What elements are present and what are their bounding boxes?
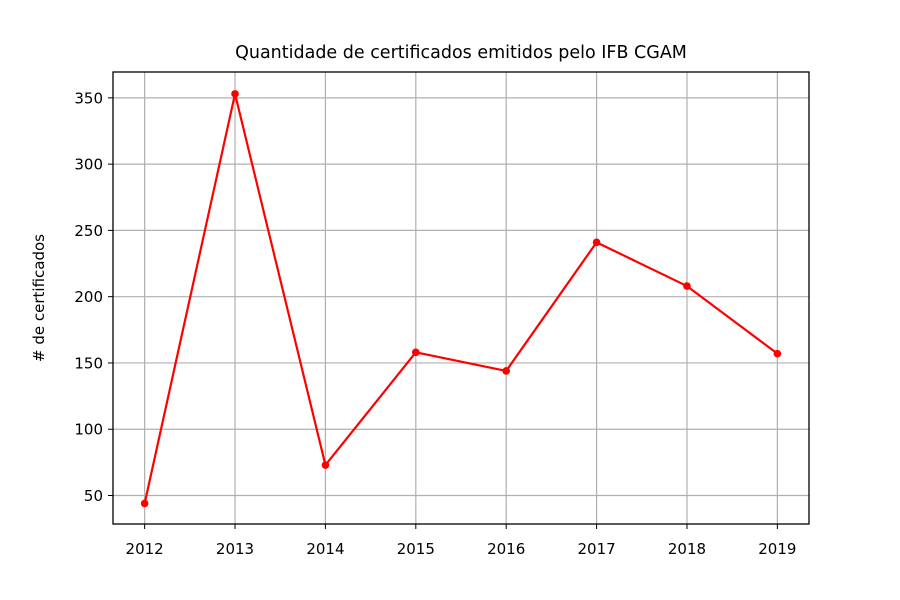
grid bbox=[113, 72, 809, 524]
x-tick-label: 2018 bbox=[668, 540, 706, 558]
x-tick-label: 2012 bbox=[126, 540, 164, 558]
data-point bbox=[502, 367, 510, 375]
y-axis: 50 100 150 200 250 300 350 bbox=[74, 89, 113, 505]
x-tick-label: 2017 bbox=[577, 540, 615, 558]
data-point bbox=[231, 90, 239, 98]
x-tick-label: 2015 bbox=[397, 540, 435, 558]
y-tick-label: 50 bbox=[84, 487, 103, 505]
x-axis: 2012 2013 2014 2015 2016 2017 2018 2019 bbox=[126, 524, 796, 558]
data-point bbox=[321, 461, 330, 469]
data-point bbox=[683, 282, 691, 290]
data-point bbox=[140, 499, 149, 508]
y-tick-label: 350 bbox=[74, 89, 103, 107]
x-tick-label: 2019 bbox=[758, 540, 796, 558]
data-point bbox=[773, 349, 782, 358]
x-tick-label: 2014 bbox=[306, 540, 344, 558]
y-axis-label: # de certificados bbox=[30, 234, 48, 362]
chart-title: Quantidade de certificados emitidos pelo… bbox=[235, 43, 687, 63]
plot-frame bbox=[112, 71, 810, 525]
data-point bbox=[412, 348, 420, 357]
data-point bbox=[592, 238, 601, 247]
x-tick-label: 2016 bbox=[487, 540, 525, 558]
y-tick-label: 100 bbox=[74, 421, 103, 439]
y-tick-label: 200 bbox=[74, 288, 103, 306]
series-line bbox=[143, 92, 779, 504]
x-tick-label: 2013 bbox=[216, 540, 254, 558]
y-tick-label: 250 bbox=[74, 222, 103, 240]
y-tick-label: 300 bbox=[74, 156, 103, 174]
series-layer bbox=[140, 90, 782, 508]
y-tick-label: 150 bbox=[74, 354, 103, 372]
